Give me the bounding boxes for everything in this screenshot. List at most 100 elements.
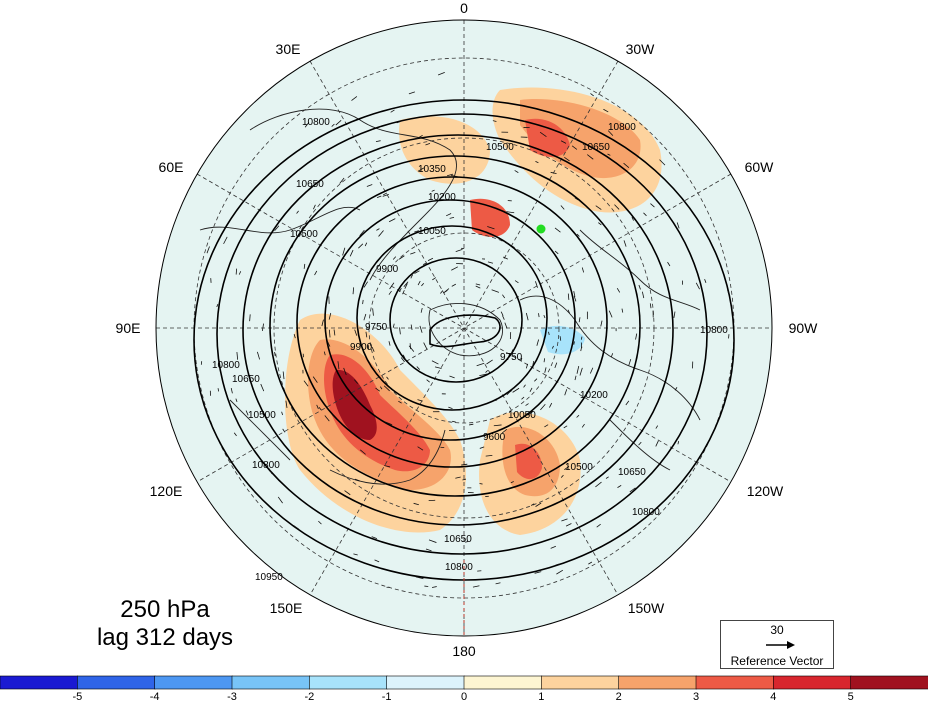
wind-vector (462, 478, 467, 481)
wind-vector (383, 385, 390, 392)
colorbar-tick-label: 2 (616, 691, 622, 702)
wind-vector (512, 387, 520, 393)
wind-vector (491, 289, 500, 293)
contour-label: 10500 (248, 410, 276, 421)
wind-vector (293, 334, 296, 339)
wind-vector (414, 230, 419, 233)
wind-vector (574, 197, 579, 201)
wind-vector (359, 449, 366, 455)
wind-vector (256, 351, 261, 360)
colorbar-tick-label: 0 (461, 691, 467, 702)
wind-vector (354, 478, 361, 482)
colorbar-swatch (541, 675, 620, 690)
wind-vector (595, 205, 602, 210)
wind-vector (314, 270, 318, 276)
wind-vector (328, 312, 332, 320)
contour-label: 10500 (290, 229, 318, 240)
wind-vector (349, 249, 354, 257)
contour-label: 9750 (365, 322, 388, 333)
wind-vector (303, 263, 306, 269)
wind-vector (451, 283, 457, 287)
wind-vector (452, 420, 456, 423)
wind-vector (607, 130, 614, 136)
wind-vector (549, 402, 553, 408)
contour-label: 9900 (350, 342, 373, 353)
wind-vector (206, 246, 210, 254)
wind-vector (535, 161, 539, 164)
wind-vector (506, 211, 515, 214)
wind-vector (580, 342, 583, 349)
wind-vector (449, 216, 455, 219)
wind-vector (727, 289, 729, 294)
wind-vector (296, 210, 299, 214)
wind-vector (249, 314, 251, 322)
wind-vector (375, 140, 381, 142)
wind-vector (423, 342, 428, 350)
wind-vector (607, 153, 611, 156)
wind-vector (417, 446, 424, 451)
wind-vector (629, 487, 636, 493)
colorbar-tick-label: -2 (304, 691, 314, 702)
contour-label: 10050 (508, 410, 536, 421)
wind-vector (353, 553, 358, 556)
pressure-level: 250 hPa (120, 596, 210, 623)
contour-label: 10650 (444, 534, 472, 545)
wind-vector (638, 441, 642, 446)
colorbar-swatch (77, 675, 156, 690)
wind-vector (260, 383, 265, 392)
wind-vector (432, 277, 437, 281)
reference-vector-label: Reference Vector (730, 654, 824, 668)
wind-vector (384, 465, 391, 468)
positive-anomaly-region (515, 443, 542, 480)
wind-vector (324, 415, 330, 422)
wind-vector (554, 362, 558, 369)
wind-vector (479, 446, 485, 449)
wind-vector (408, 91, 415, 95)
wind-vector (659, 159, 666, 166)
wind-vector (371, 346, 375, 352)
wind-vector (544, 424, 549, 428)
wind-vector (392, 256, 397, 260)
wind-vector (614, 204, 620, 210)
wind-vector (388, 290, 392, 295)
wind-vector (316, 404, 319, 410)
wind-vector (501, 428, 508, 434)
wind-vector (465, 541, 469, 543)
wind-vector (487, 261, 494, 264)
wind-vector (426, 379, 430, 383)
contour-label: 10350 (418, 164, 446, 175)
wind-vector (376, 228, 380, 231)
wind-vector (527, 411, 534, 416)
wind-vector (608, 310, 613, 318)
wind-vector (416, 366, 420, 370)
wind-vector (500, 311, 504, 316)
wind-vector (285, 400, 288, 409)
wind-vector (400, 357, 405, 363)
wind-vector (510, 481, 514, 484)
positive-anomaly-region (399, 116, 490, 184)
colorbar-tick-label: 4 (770, 691, 776, 702)
wind-vector (235, 398, 238, 403)
contour-label: 10500 (486, 142, 514, 153)
wind-vector (410, 251, 416, 255)
wind-vector (534, 378, 538, 382)
wind-vector (312, 376, 318, 383)
wind-vector (573, 341, 575, 345)
wind-vector (559, 336, 562, 341)
wind-vector (354, 329, 358, 336)
wind-vector (565, 523, 572, 527)
lon-label-0: 0 (460, 0, 468, 16)
wind-vector (342, 247, 346, 256)
wind-vector (388, 341, 391, 346)
wind-vector (476, 362, 485, 367)
colorbar-tick-label: 1 (538, 691, 544, 702)
wind-vector (351, 96, 358, 101)
wind-vector (530, 503, 535, 506)
wind-vector (396, 120, 403, 124)
wind-vector (352, 287, 355, 295)
lon-label-150w: 150W (628, 600, 665, 616)
contour-label: 9750 (500, 352, 523, 363)
wind-vector (610, 353, 614, 358)
wind-vector (676, 222, 680, 229)
wind-vector (323, 351, 326, 356)
